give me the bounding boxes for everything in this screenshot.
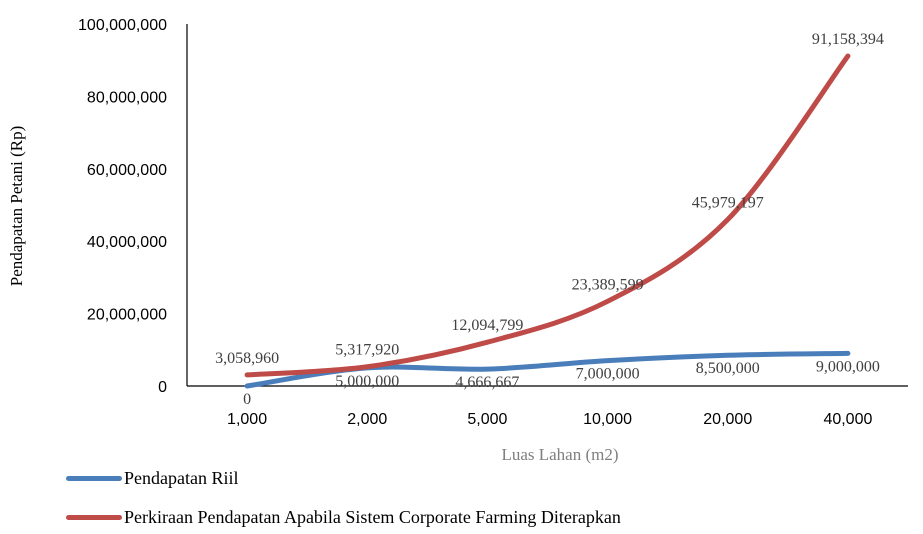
legend-swatch-riil bbox=[66, 476, 122, 481]
x-tick-label: 2,000 bbox=[347, 411, 387, 428]
legend-label-perkiraan: Perkiraan Pendapatan Apabila Sistem Corp… bbox=[124, 507, 621, 527]
y-tick-label: 40,000,000 bbox=[87, 234, 167, 251]
data-label-perkiraan: 12,094,799 bbox=[451, 317, 523, 334]
legend-item-riil: Pendapatan Riil bbox=[66, 468, 238, 489]
data-label-perkiraan: 45,979,197 bbox=[692, 195, 764, 212]
legend-swatch-perkiraan bbox=[66, 515, 122, 520]
x-tick-label: 1,000 bbox=[227, 411, 267, 428]
data-label-riil: 8,500,000 bbox=[696, 360, 760, 377]
legend-item-perkiraan: Perkiraan Pendapatan Apabila Sistem Corp… bbox=[66, 507, 621, 528]
x-tick-label: 10,000 bbox=[583, 411, 632, 428]
series-line-perkiraan bbox=[244, 53, 851, 378]
data-label-riil: 5,000,000 bbox=[335, 373, 399, 390]
series-lines bbox=[244, 53, 851, 389]
y-axis-ticks: 0 20,000,000 40,000,000 60,000,000 80,000,00… bbox=[78, 17, 167, 396]
y-tick-label: 80,000,000 bbox=[87, 89, 167, 106]
x-tick-label: 5,000 bbox=[467, 411, 507, 428]
data-label-perkiraan: 23,389,599 bbox=[572, 276, 644, 293]
data-label-perkiraan: 3,058,960 bbox=[215, 350, 279, 367]
data-labels: 0 5,000,000 4,666,667 7,000,000 8,500,000 9,0… bbox=[215, 31, 884, 408]
data-label-riil: 9,000,000 bbox=[816, 358, 880, 375]
data-label-perkiraan: 5,317,920 bbox=[335, 342, 399, 359]
x-axis-title: Luas Lahan (m2) bbox=[501, 445, 618, 464]
x-tick-label: 40,000 bbox=[823, 411, 872, 428]
legend-label-riil: Pendapatan Riil bbox=[124, 468, 239, 488]
x-axis-ticks: 1,000 2,000 5,000 10,000 20,000 40,000 bbox=[227, 411, 872, 428]
y-tick-label: 0 bbox=[158, 379, 167, 396]
y-tick-label: 60,000,000 bbox=[87, 162, 167, 179]
axes bbox=[186, 24, 908, 387]
y-tick-label: 20,000,000 bbox=[87, 307, 167, 324]
data-label-perkiraan: 91,158,394 bbox=[812, 31, 884, 48]
y-axis-title: Pendapatan Petani (Rp) bbox=[7, 126, 26, 287]
data-label-riil: 7,000,000 bbox=[576, 366, 640, 383]
y-tick-label: 100,000,000 bbox=[78, 17, 167, 34]
data-label-riil: 0 bbox=[243, 391, 251, 408]
x-tick-label: 20,000 bbox=[703, 411, 752, 428]
data-label-riil: 4,666,667 bbox=[455, 374, 519, 391]
